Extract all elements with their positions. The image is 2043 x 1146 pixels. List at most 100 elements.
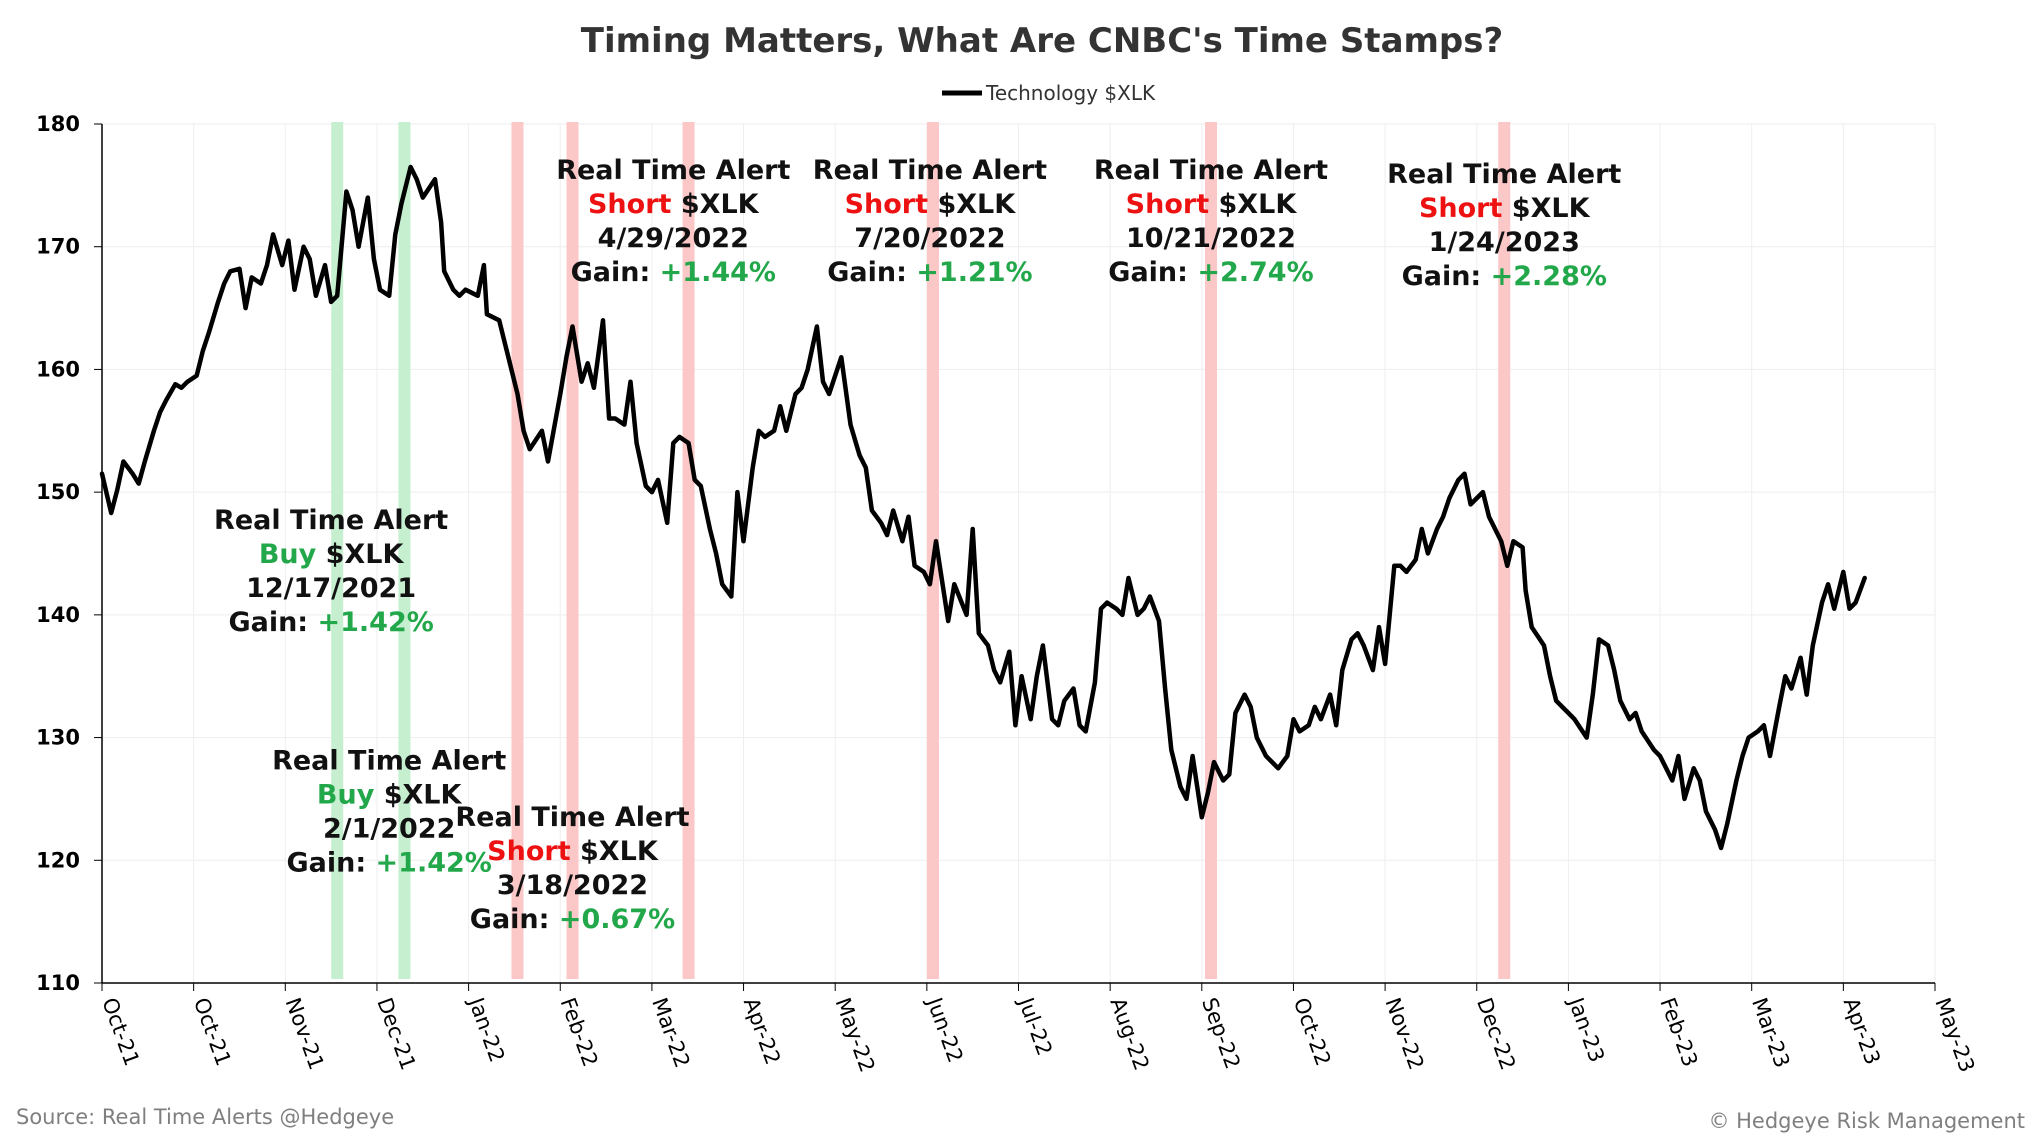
- alert-gain-line: Gain: +2.28%: [1402, 261, 1607, 292]
- alert-gain-label: Gain:: [470, 904, 559, 935]
- alert-action-line: Short $XLK: [1126, 189, 1298, 220]
- x-tick-label: Nov-22: [1380, 995, 1428, 1073]
- x-tick-label: Mar-23: [1747, 995, 1794, 1071]
- legend-label: Technology $XLK: [985, 81, 1156, 105]
- alert-date: 7/20/2022: [854, 223, 1005, 254]
- footer-source: Source: Real Time Alerts @Hedgeye: [16, 1105, 394, 1129]
- buy-alert-band: [331, 122, 344, 979]
- alert-gain-value: +2.28%: [1491, 261, 1607, 292]
- x-tick-label: Aug-22: [1105, 995, 1153, 1074]
- alert-gain-label: Gain:: [827, 257, 916, 288]
- x-tick-label: Oct-21: [97, 995, 144, 1070]
- alert-ticker: $XLK: [316, 539, 404, 570]
- alert-title: Real Time Alert: [455, 802, 689, 833]
- alert-action-line: Buy $XLK: [259, 539, 405, 570]
- alert-title: Real Time Alert: [1387, 159, 1621, 190]
- x-tick-label: Jun-22: [921, 993, 967, 1066]
- alert-action-line: Short $XLK: [1419, 193, 1591, 224]
- x-tick-label: Feb-22: [556, 995, 603, 1070]
- buy-alert-band: [398, 122, 411, 979]
- x-tick-label: May-23: [1930, 995, 1979, 1076]
- alert-ticker: $XLK: [571, 836, 659, 867]
- y-tick-label: 180: [36, 112, 80, 136]
- xlk-price-line: [99, 164, 1867, 851]
- alert-action-short: Short: [1126, 189, 1210, 220]
- alert-gain-value: +1.21%: [916, 257, 1032, 288]
- x-tick-label: Feb-23: [1655, 995, 1702, 1070]
- alert-title: Real Time Alert: [272, 745, 506, 776]
- y-tick-label: 150: [36, 480, 80, 504]
- alert-gain-value: +0.67%: [559, 904, 675, 935]
- x-tick-label: Jan-22: [463, 993, 509, 1066]
- alert-gain-line: Gain: +0.67%: [470, 904, 675, 935]
- x-tick-label: Apr-23: [1839, 995, 1885, 1068]
- alert-action-line: Short $XLK: [845, 189, 1017, 220]
- alert-date: 10/21/2022: [1126, 223, 1296, 254]
- alert-gain-line: Gain: +1.21%: [827, 257, 1032, 288]
- alert-gain-value: +1.42%: [318, 607, 434, 638]
- alert-action-short: Short: [588, 189, 672, 220]
- alert-ticker: $XLK: [1209, 189, 1297, 220]
- x-tick-label: Oct-21: [189, 995, 236, 1070]
- y-tick-label: 140: [36, 603, 80, 627]
- y-tick-label: 170: [36, 235, 80, 259]
- x-tick-label: Dec-22: [1472, 995, 1520, 1074]
- x-tick-label: Jul-22: [1013, 993, 1057, 1059]
- alert-action-buy: Buy: [259, 539, 317, 570]
- alert-action-short: Short: [487, 836, 571, 867]
- x-tick-label: Mar-22: [647, 995, 694, 1071]
- x-tick-label: Jan-23: [1563, 993, 1609, 1066]
- alert-gain-label: Gain:: [228, 607, 317, 638]
- y-tick-label: 130: [36, 726, 80, 750]
- legend: Technology $XLK: [942, 81, 1156, 105]
- alert-action-line: Short $XLK: [588, 189, 760, 220]
- x-tick-label: Sep-22: [1197, 995, 1245, 1073]
- x-tick-label: May-22: [831, 995, 880, 1076]
- alert-action-line: Buy $XLK: [317, 779, 463, 810]
- x-tick-label: Dec-21: [372, 995, 420, 1074]
- alert-gain-label: Gain:: [286, 847, 375, 878]
- alert-title: Real Time Alert: [813, 155, 1047, 186]
- alert-ticker: $XLK: [671, 189, 759, 220]
- alert-date: 2/1/2022: [323, 813, 455, 844]
- alert-gain-label: Gain:: [1402, 261, 1491, 292]
- alert-gain-label: Gain:: [571, 257, 660, 288]
- alert-title: Real Time Alert: [1094, 155, 1328, 186]
- x-tick-label: Oct-22: [1289, 995, 1336, 1070]
- alert-ticker: $XLK: [1502, 193, 1590, 224]
- alert-gain-line: Gain: +1.44%: [571, 257, 776, 288]
- short-alert-band: [511, 122, 524, 979]
- alert-gain-value: +1.42%: [376, 847, 492, 878]
- footer-copyright: © Hedgeye Risk Management: [1708, 1109, 2025, 1133]
- alert-ticker: $XLK: [374, 779, 462, 810]
- alert-title: Real Time Alert: [214, 505, 448, 536]
- x-tick-label: Nov-21: [281, 995, 329, 1073]
- alert-title: Real Time Alert: [556, 155, 790, 186]
- alert-action-short: Short: [1419, 193, 1503, 224]
- alert-gain-line: Gain: +1.42%: [286, 847, 491, 878]
- alert-action-line: Short $XLK: [487, 836, 659, 867]
- y-tick-label: 110: [36, 971, 80, 995]
- alert-date: 3/18/2022: [497, 870, 648, 901]
- alert-gain-line: Gain: +2.74%: [1108, 257, 1313, 288]
- alert-gain-value: +1.44%: [660, 257, 776, 288]
- y-tick-label: 160: [36, 357, 80, 381]
- y-tick-label: 120: [36, 848, 80, 872]
- alert-date: 1/24/2023: [1429, 227, 1580, 258]
- alert-ticker: $XLK: [928, 189, 1016, 220]
- series-layer: [99, 164, 1867, 851]
- alert-date: 4/29/2022: [598, 223, 749, 254]
- band-layer: [331, 122, 1511, 979]
- alert-action-buy: Buy: [317, 779, 375, 810]
- x-tick-label: Apr-22: [739, 995, 785, 1068]
